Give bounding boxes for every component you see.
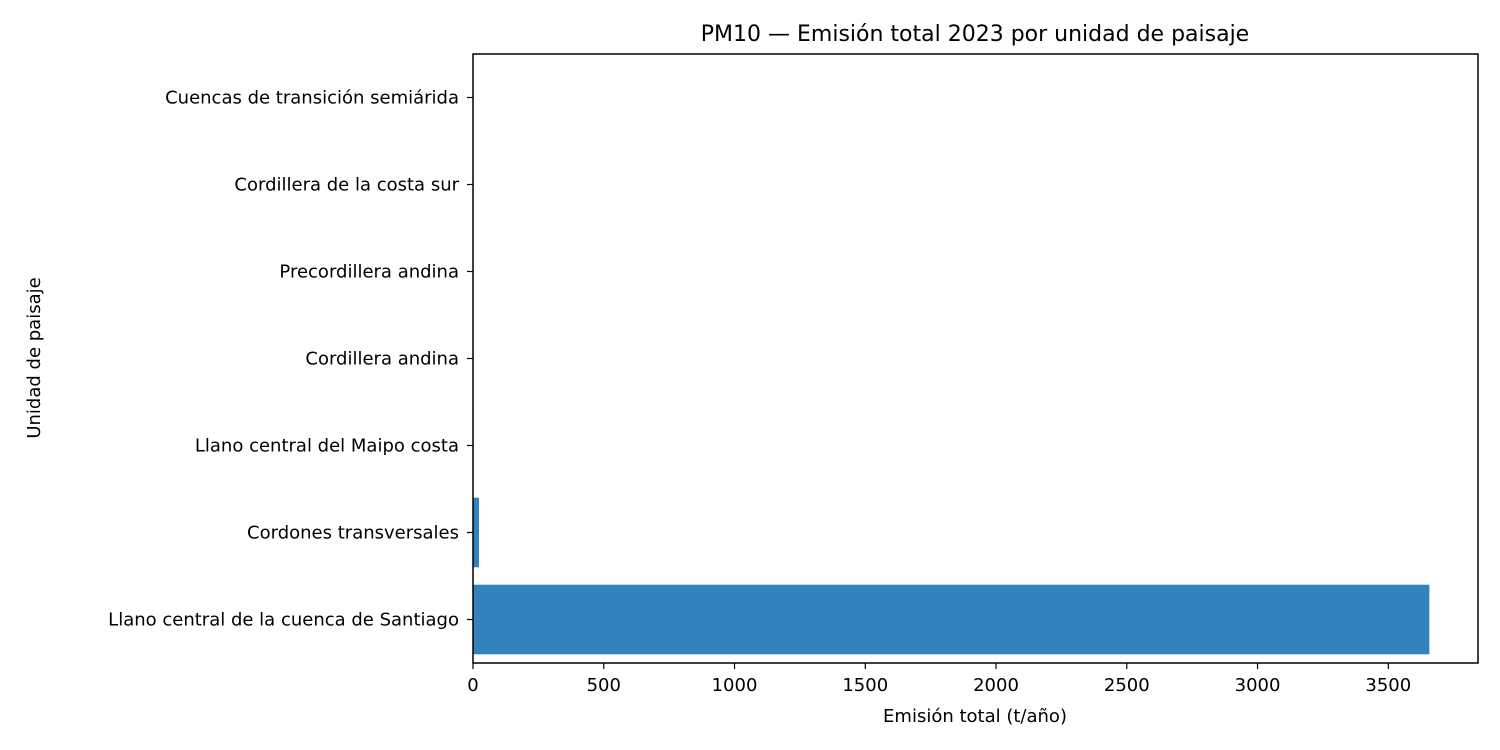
x-axis-ticks: 0 500 1000 1500 2000 2500 3000 3500 xyxy=(467,663,1411,696)
bar-0 xyxy=(473,584,1430,655)
x-tick-label-6: 3000 xyxy=(1235,675,1281,696)
y-tick-label-5: Cordillera de la costa sur xyxy=(234,175,459,196)
bars-group xyxy=(473,62,1430,655)
x-tick-label-5: 2500 xyxy=(1104,675,1150,696)
y-tick-label-0: Llano central de la cuenca de Santiago xyxy=(108,610,459,631)
x-axis-label: Emisión total (t/año) xyxy=(883,706,1067,727)
y-tick-label-4: Precordillera andina xyxy=(279,262,459,283)
chart-title: PM10 — Emisión total 2023 por unidad de … xyxy=(701,22,1249,47)
x-tick-label-0: 0 xyxy=(467,675,478,696)
y-tick-label-2: Llano central del Maipo costa xyxy=(195,436,459,457)
x-tick-label-4: 2000 xyxy=(973,675,1019,696)
x-tick-label-3: 1500 xyxy=(842,675,888,696)
bar-1 xyxy=(473,497,480,568)
y-axis-ticks: Llano central de la cuenca de Santiago Co… xyxy=(108,88,473,631)
y-tick-label-3: Cordillera andina xyxy=(305,349,459,370)
x-tick-label-1: 500 xyxy=(587,675,621,696)
y-tick-label-6: Cuencas de transición semiárida xyxy=(165,88,459,109)
x-tick-label-7: 3500 xyxy=(1365,675,1411,696)
y-tick-label-1: Cordones transversales xyxy=(247,523,459,544)
y-axis-label: Unidad de paisaje xyxy=(24,277,45,438)
x-tick-label-2: 1000 xyxy=(712,675,758,696)
